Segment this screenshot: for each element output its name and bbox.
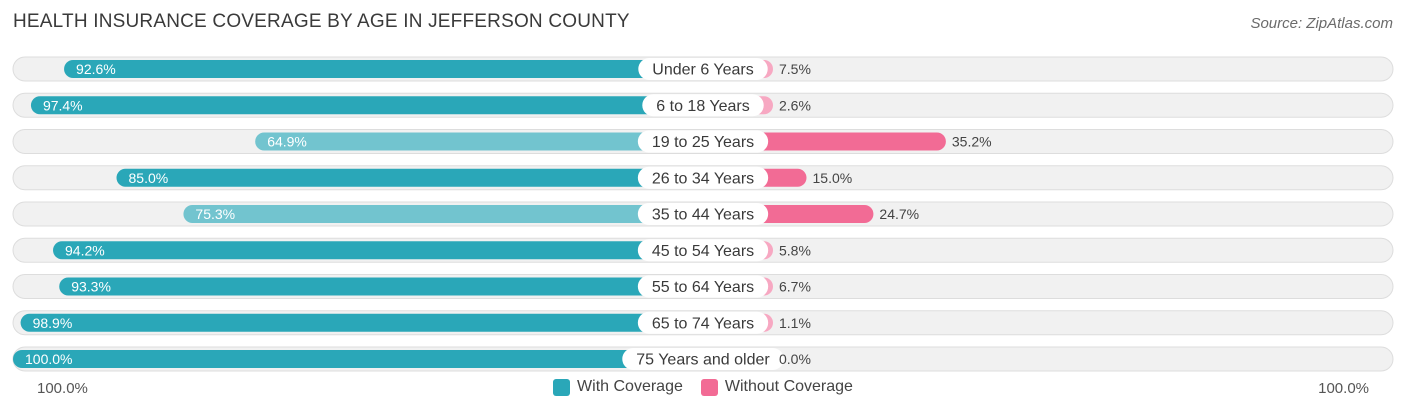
legend-label-with-coverage: With Coverage: [577, 378, 683, 395]
category-label-pill: [642, 94, 764, 117]
without-coverage-value-label: 0.0%: [779, 351, 811, 367]
source-credit: Source: ZipAtlas.com: [1250, 15, 1393, 32]
without-coverage-value-label: 24.7%: [879, 206, 919, 222]
chart-title: HEALTH INSURANCE COVERAGE BY AGE IN JEFF…: [13, 11, 630, 32]
with-coverage-value-label: 92.6%: [76, 61, 116, 77]
category-label: 55 to 64 Years: [652, 279, 754, 296]
category-label: 75 Years and older: [636, 352, 770, 369]
category-label: 45 to 54 Years: [652, 243, 754, 260]
legend-swatch-without-coverage: [700, 378, 718, 396]
left-axis-tick: 100.0%: [37, 380, 88, 397]
category-label-pill: [622, 348, 784, 370]
with-coverage-bar: [53, 241, 703, 260]
without-coverage-value-label: 7.5%: [779, 61, 811, 77]
category-label: 6 to 18 Years: [656, 98, 749, 115]
with-coverage-value-label: 75.3%: [195, 206, 235, 222]
without-coverage-value-label: 2.6%: [779, 97, 811, 113]
without-coverage-value-label: 35.2%: [952, 134, 992, 150]
legend-item-without-coverage[interactable]: Without Coverage: [700, 378, 853, 396]
without-coverage-value-label: 5.8%: [779, 242, 811, 258]
without-coverage-value-label: 1.1%: [779, 315, 811, 331]
with-coverage-value-label: 98.9%: [33, 315, 73, 331]
category-label: 19 to 25 Years: [652, 134, 754, 151]
legend-item-with-coverage[interactable]: With Coverage: [553, 378, 683, 396]
with-coverage-value-label: 97.4%: [43, 97, 83, 113]
category-label: 65 to 74 Years: [652, 315, 754, 332]
legend-swatch-with-coverage: [553, 378, 571, 396]
with-coverage-bar: [30, 96, 703, 115]
category-label: 26 to 34 Years: [652, 170, 754, 187]
category-label-pill: [637, 275, 769, 298]
with-coverage-bar: [255, 132, 703, 151]
with-coverage-value-label: 85.0%: [129, 170, 169, 186]
category-label-pill: [637, 239, 769, 262]
with-coverage-bar: [116, 168, 703, 187]
category-label-pill: [637, 130, 769, 153]
category-label: Under 6 Years: [652, 62, 753, 79]
category-label-pill: [637, 203, 769, 225]
legend: With Coverage Without Coverage: [0, 378, 1406, 396]
without-coverage-value-label: 6.7%: [779, 279, 811, 295]
category-label-pill: [638, 58, 768, 80]
category-label-pill: [637, 166, 769, 189]
without-coverage-value-label: 15.0%: [813, 170, 853, 186]
with-coverage-value-label: 93.3%: [71, 279, 111, 295]
with-coverage-value-label: 64.9%: [267, 134, 307, 150]
with-coverage-bar: [59, 277, 704, 296]
with-coverage-value-label: 100.0%: [25, 351, 72, 367]
with-coverage-bar: [13, 350, 703, 368]
legend-label-without-coverage: Without Coverage: [724, 378, 853, 395]
category-label-pill: [637, 311, 769, 334]
category-label: 35 to 44 Years: [652, 207, 754, 224]
right-axis-tick: 100.0%: [1318, 380, 1369, 397]
with-coverage-value-label: 94.2%: [65, 242, 105, 258]
with-coverage-bar: [20, 313, 703, 332]
with-coverage-bar: [64, 60, 703, 78]
with-coverage-bar: [183, 205, 703, 223]
